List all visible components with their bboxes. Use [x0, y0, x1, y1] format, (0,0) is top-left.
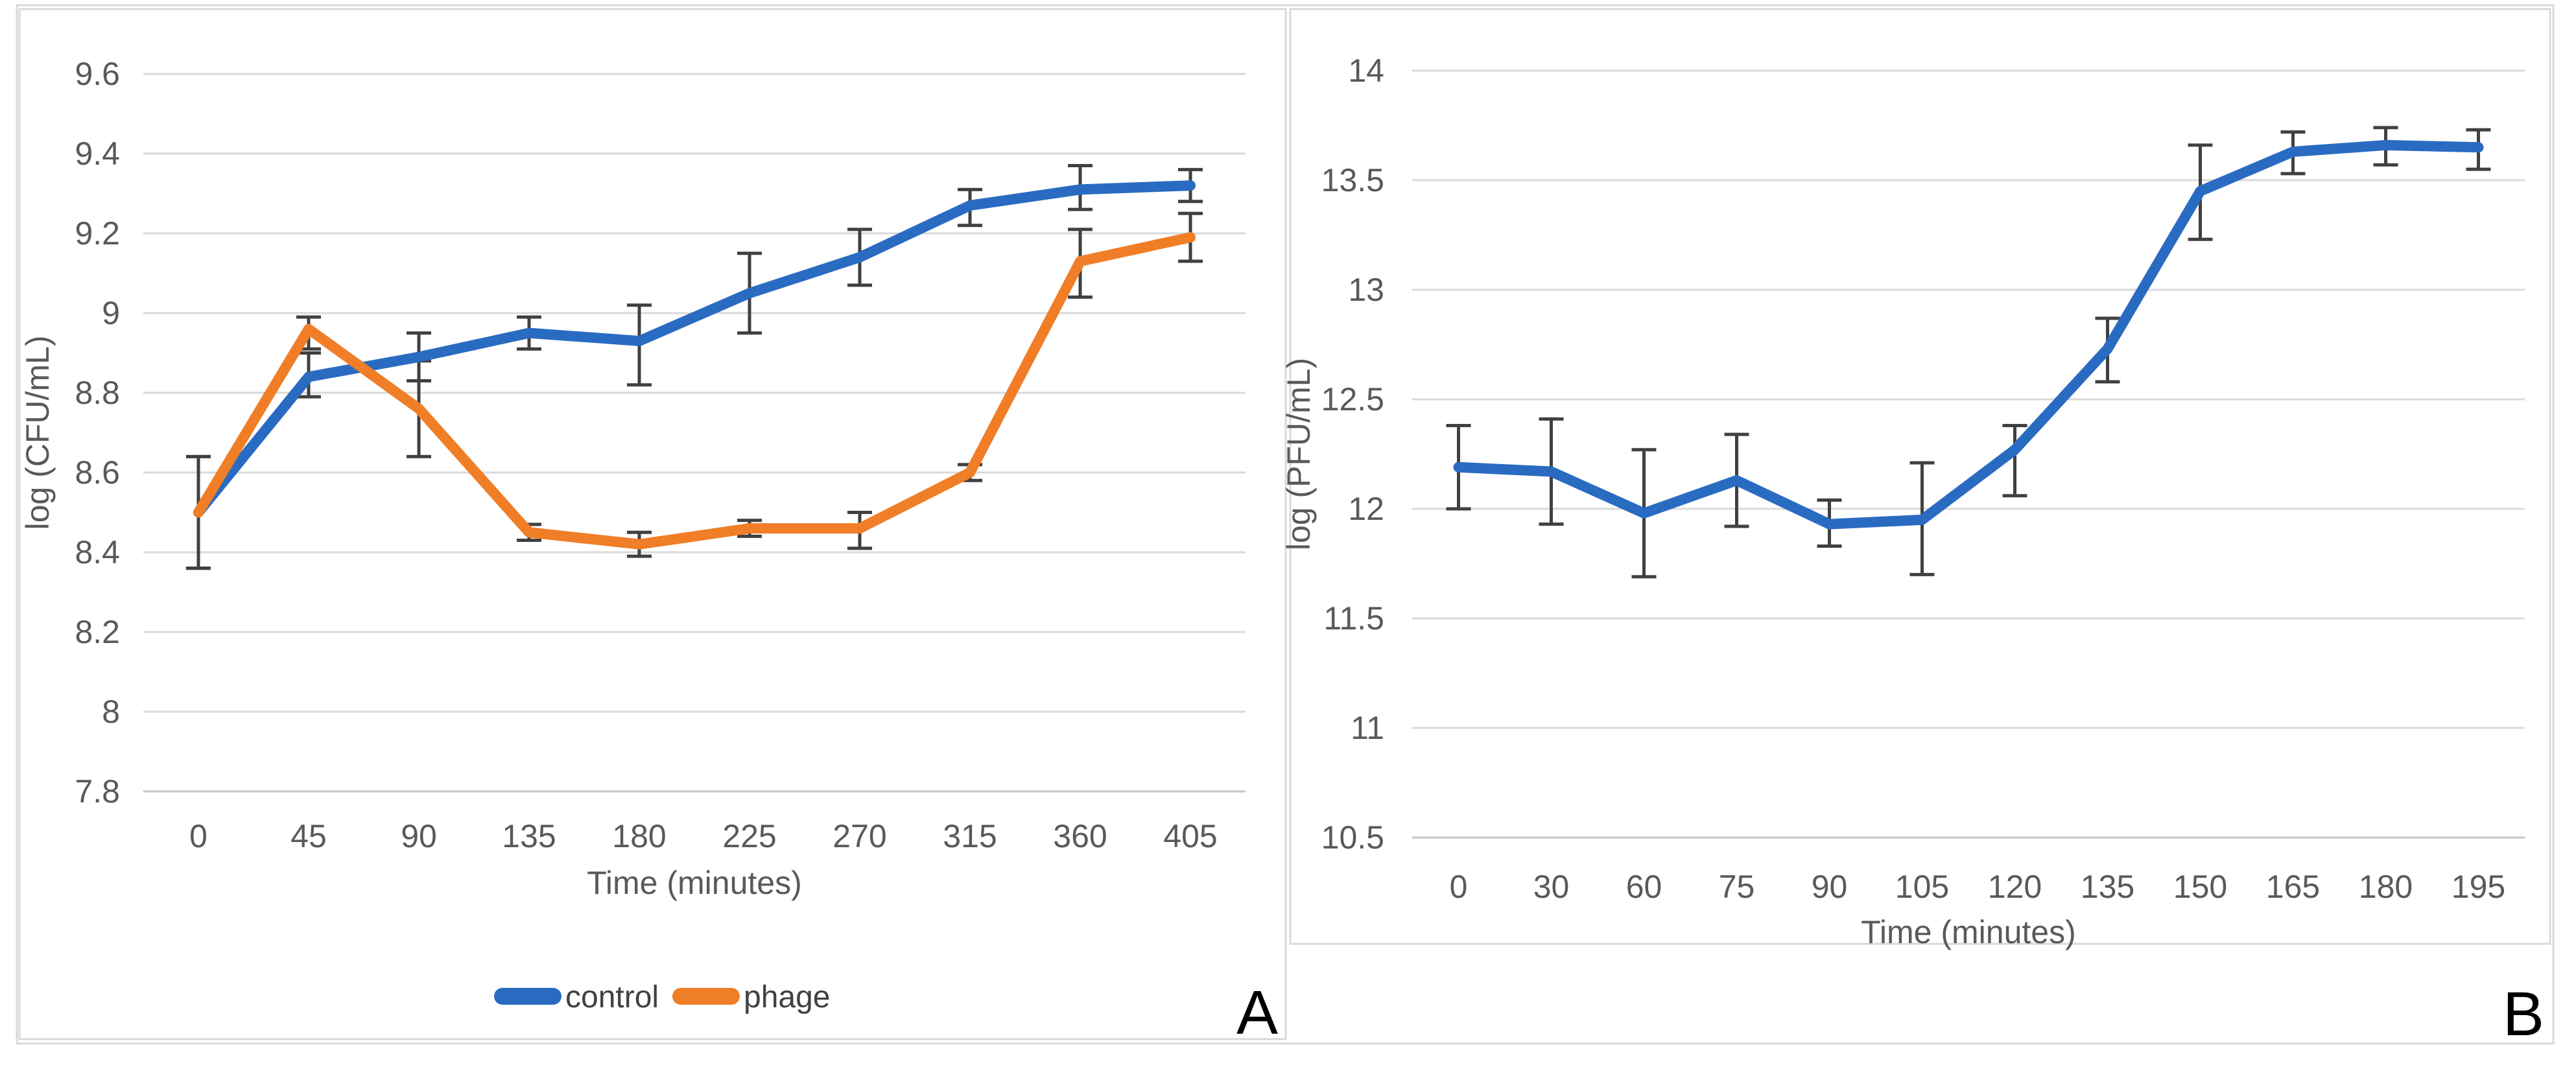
x-tick-label: 270 — [833, 818, 886, 854]
y-tick-label: 11.5 — [1323, 600, 1384, 637]
legend-label-phage: phage — [744, 980, 830, 1014]
x-tick-label: 135 — [2081, 869, 2134, 905]
legend-swatch-control — [494, 988, 561, 1005]
y-axis-title: log (CFU/mL) — [19, 335, 56, 530]
series-line-phage — [193, 232, 1196, 550]
panel-letter-a: A — [1236, 978, 1278, 1047]
x-tick-label: 225 — [722, 818, 776, 854]
x-tick-label: 90 — [1812, 869, 1848, 905]
panel-b-chart: 14 13.5 13 12.5 12 11.5 11 10.5 log (PFU/mL) 0 30 6… — [1281, 8, 2551, 1049]
x-tick-label: 120 — [1988, 869, 2042, 905]
y-tick-label: 14 — [1348, 53, 1384, 89]
x-tick-label: 165 — [2266, 869, 2320, 905]
legend-swatch-phage — [672, 988, 740, 1005]
y-axis-title: log (PFU/mL) — [1281, 358, 1317, 550]
x-tick-label: 0 — [1450, 869, 1468, 905]
y-tick-label: 8.2 — [75, 614, 120, 650]
x-tick-label: 30 — [1533, 869, 1570, 905]
y-tick-label: 8.8 — [75, 375, 120, 411]
y-tick-label: 11 — [1351, 710, 1384, 746]
panel-border — [1289, 8, 2551, 945]
y-tick-label: 13 — [1348, 272, 1384, 308]
y-tick-label: 8 — [102, 694, 120, 730]
x-tick-label: 90 — [401, 818, 437, 854]
x-tick-label: 180 — [612, 818, 666, 854]
x-tick-label: 75 — [1719, 869, 1755, 905]
x-tick-label: 195 — [2452, 869, 2505, 905]
y-tick-label: 9 — [102, 295, 120, 331]
x-axis-title: Time (minutes) — [587, 865, 802, 901]
y-tick-label: 9.6 — [75, 56, 120, 92]
series-line-main — [1453, 139, 2484, 530]
y-tick-label: 10.5 — [1321, 819, 1384, 856]
y-tick-label: 12 — [1348, 491, 1384, 527]
y-tick-label: 9.2 — [75, 215, 120, 252]
x-tick-label: 105 — [1895, 869, 1949, 905]
legend: control phage — [494, 980, 830, 1014]
y-tick-label: 8.4 — [75, 534, 120, 570]
x-tick-label: 360 — [1053, 818, 1107, 854]
panel-border — [18, 8, 1287, 1040]
legend-label-control: control — [565, 980, 659, 1014]
x-tick-label: 60 — [1626, 869, 1662, 905]
x-tick-label: 150 — [2173, 869, 2227, 905]
y-tick-label: 9.4 — [75, 135, 120, 172]
y-tick-label: 12.5 — [1321, 381, 1384, 417]
x-tick-label: 45 — [290, 818, 327, 854]
x-tick-label: 135 — [502, 818, 556, 854]
x-tick-label: 180 — [2359, 869, 2413, 905]
x-tick-label: 0 — [189, 818, 207, 854]
y-tick-label: 13.5 — [1321, 162, 1384, 198]
panel-a-chart: 9.6 9.4 9.2 9 8.8 8.6 8.4 8.2 8 7.8 log (CFU/mL) 0 4… — [18, 8, 1287, 1047]
x-axis-title: Time (minutes) — [1861, 914, 2076, 950]
panel-letter-b: B — [2503, 979, 2544, 1049]
x-tick-label: 315 — [943, 818, 997, 854]
figure-outer-border — [16, 4, 2555, 1045]
y-tick-label: 7.8 — [75, 773, 120, 810]
y-tick-label: 8.6 — [75, 454, 120, 491]
x-tick-label: 405 — [1163, 818, 1217, 854]
